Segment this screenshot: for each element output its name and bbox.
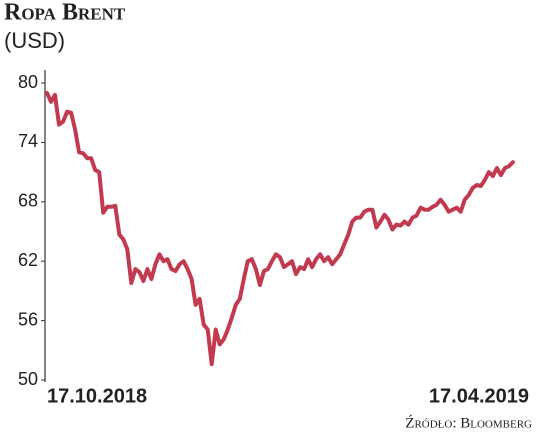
- y-tick-label: 50: [18, 369, 38, 389]
- chart-subtitle: (USD): [4, 28, 65, 53]
- y-tick-label: 80: [18, 72, 38, 92]
- x-tick-label: 17.10.2018: [47, 385, 147, 407]
- source: Źródło: Bloomberg: [405, 414, 532, 431]
- y-tick-label: 62: [18, 250, 38, 270]
- chart-title: Ropa Brent: [4, 0, 126, 26]
- y-tick-label: 74: [18, 131, 38, 151]
- y-tick-label: 68: [18, 191, 38, 211]
- x-tick-label: 17.04.2019: [429, 385, 529, 407]
- line-series: [45, 90, 515, 367]
- y-tick-label: 56: [18, 309, 38, 329]
